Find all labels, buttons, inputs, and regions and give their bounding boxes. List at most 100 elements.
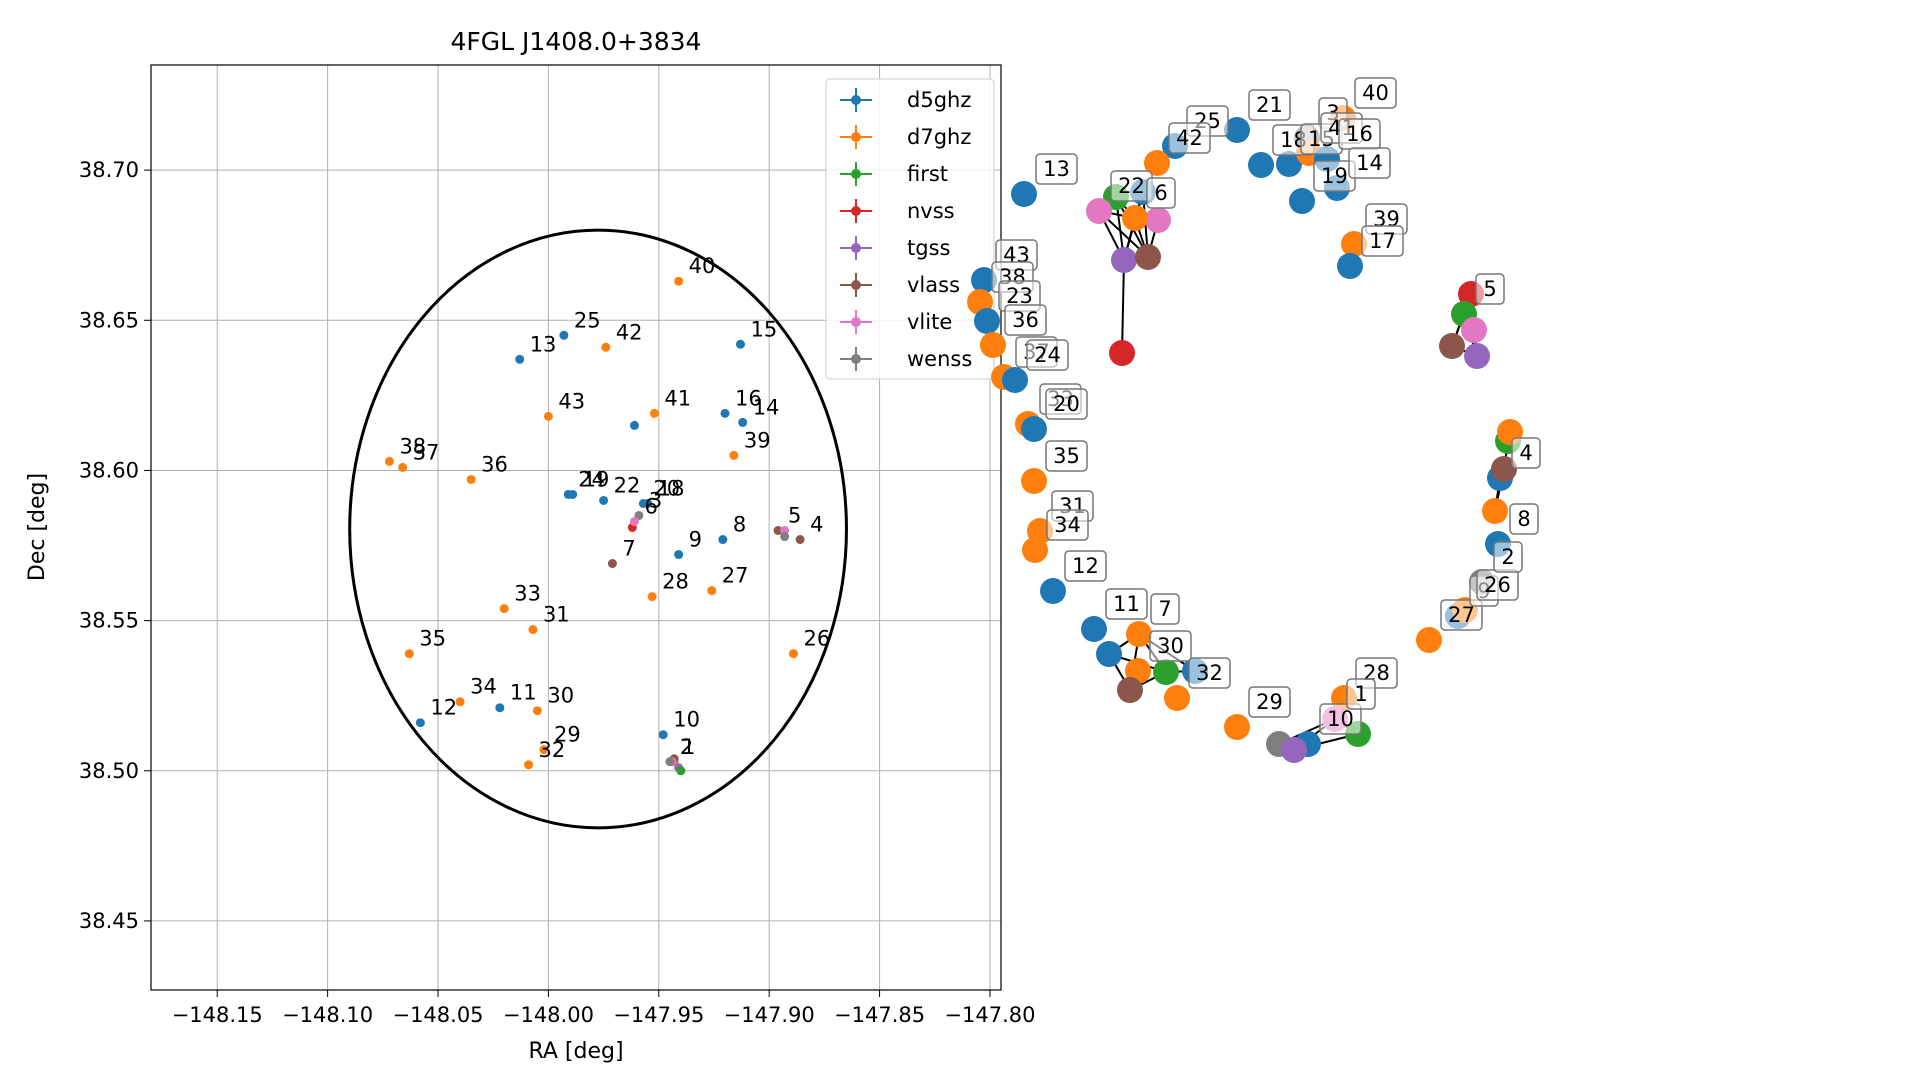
point-label: 29 bbox=[554, 723, 581, 747]
node-label: 30 bbox=[1157, 634, 1184, 658]
data-point-first bbox=[676, 766, 686, 776]
x-tick-label: −147.95 bbox=[613, 1003, 704, 1027]
node-label: 13 bbox=[1043, 157, 1070, 181]
data-point-d5ghz bbox=[559, 330, 569, 340]
node-label-frame bbox=[1046, 509, 1089, 541]
point-label: 43 bbox=[558, 389, 585, 413]
node-label-box: 6 bbox=[1146, 177, 1176, 209]
node-label-box: 2 bbox=[1493, 541, 1523, 573]
node-label: 20 bbox=[1053, 392, 1080, 416]
node-label: 8 bbox=[1517, 507, 1530, 531]
x-tick-label: −148.00 bbox=[503, 1003, 594, 1027]
data-point-d7ghz bbox=[729, 450, 739, 460]
data-point-d5ghz bbox=[735, 339, 745, 349]
node-label: 40 bbox=[1362, 81, 1389, 105]
node-label-frame bbox=[1348, 147, 1391, 179]
point-label: 10 bbox=[673, 708, 700, 732]
legend-marker-dot bbox=[851, 354, 861, 364]
network-node-nvss bbox=[1109, 340, 1135, 366]
network-node-vlite bbox=[1145, 207, 1171, 233]
x-tick-label: −147.80 bbox=[944, 1003, 1035, 1027]
node-label-box: 42 bbox=[1168, 122, 1211, 154]
point-label: 30 bbox=[547, 684, 574, 708]
data-point-d7ghz bbox=[707, 586, 717, 596]
network-node-d5ghz bbox=[1248, 152, 1274, 178]
point-label: 32 bbox=[539, 738, 566, 762]
node-label: 4 bbox=[1519, 441, 1532, 465]
legend-marker-dot bbox=[851, 243, 861, 253]
network-node-first bbox=[1153, 659, 1179, 685]
legend-box bbox=[825, 78, 995, 380]
node-label: 32 bbox=[1196, 661, 1223, 685]
data-point-vlite bbox=[630, 516, 640, 526]
node-label: 2 bbox=[1501, 545, 1514, 569]
axes-frame bbox=[150, 64, 1002, 991]
network-node-d5ghz bbox=[1011, 181, 1037, 207]
legend-marker-dot bbox=[851, 280, 861, 290]
node-label: 1 bbox=[1354, 682, 1367, 706]
network-node-vlass bbox=[1135, 244, 1161, 270]
data-point-d7ghz bbox=[647, 592, 657, 602]
node-label-frame bbox=[1511, 437, 1541, 469]
point-label: 40 bbox=[689, 254, 716, 278]
node-labels-layer: 4021318152542411619143917134338233637243… bbox=[991, 77, 1541, 735]
network-node-d7ghz bbox=[1122, 205, 1148, 231]
data-point-d7ghz bbox=[499, 604, 509, 614]
data-point-d5ghz bbox=[738, 417, 748, 427]
x-tick-label: −148.05 bbox=[392, 1003, 483, 1027]
point-label: 37 bbox=[413, 440, 440, 464]
node-label: 34 bbox=[1054, 513, 1081, 537]
point-label: 4 bbox=[810, 513, 823, 537]
data-point-d5ghz bbox=[415, 718, 425, 728]
legend-entry: vlite bbox=[907, 310, 952, 334]
node-label-box: 7 bbox=[1150, 593, 1180, 625]
node-label: 10 bbox=[1327, 707, 1354, 731]
legend-entry: nvss bbox=[907, 199, 955, 223]
node-label-frame bbox=[1319, 703, 1362, 735]
node-label-frame bbox=[1475, 273, 1505, 305]
network-node-d7ghz bbox=[1482, 498, 1508, 524]
point-label: 28 bbox=[662, 570, 689, 594]
data-point-d5ghz bbox=[515, 354, 525, 364]
point-label: 5 bbox=[788, 504, 801, 528]
node-label-frame bbox=[1064, 550, 1107, 582]
data-point-d7ghz bbox=[404, 649, 414, 659]
network-node-d5ghz bbox=[1276, 151, 1302, 177]
uncertainty-ellipse bbox=[348, 228, 848, 830]
node-label-box: 22 bbox=[1110, 170, 1153, 202]
data-point-vlass bbox=[773, 526, 783, 536]
network-node-d7ghz bbox=[1021, 468, 1047, 494]
network-node-d5ghz bbox=[971, 267, 997, 293]
x-tick-label: −148.10 bbox=[282, 1003, 373, 1027]
data-point-d5ghz bbox=[568, 489, 578, 499]
node-label: 35 bbox=[1053, 444, 1080, 468]
network-node-tgss bbox=[1464, 343, 1490, 369]
network-node-vlass bbox=[1439, 333, 1465, 359]
data-point-d7ghz bbox=[455, 697, 465, 707]
data-point-d5ghz bbox=[674, 550, 684, 560]
network-node-d7ghz bbox=[1022, 537, 1048, 563]
data-point-d5ghz bbox=[718, 535, 728, 545]
data-point-d5ghz bbox=[658, 730, 668, 740]
network-node-d5ghz bbox=[1289, 188, 1315, 214]
data-point-d7ghz bbox=[788, 649, 798, 659]
node-label-frame bbox=[1188, 657, 1231, 689]
point-label: 33 bbox=[514, 582, 541, 606]
data-point-d7ghz bbox=[543, 411, 553, 421]
node-label-box: 17 bbox=[1361, 225, 1404, 257]
data-point-d7ghz bbox=[674, 276, 684, 286]
nodes-layer bbox=[967, 105, 1523, 763]
point-label: 26 bbox=[803, 627, 830, 651]
data-point-d5ghz bbox=[630, 420, 640, 430]
node-label-box: 21 bbox=[1248, 89, 1291, 121]
point-label: 7 bbox=[622, 537, 635, 561]
node-label-box: 34 bbox=[1046, 509, 1089, 541]
network-node-vlite bbox=[1461, 317, 1487, 343]
node-label: 26 bbox=[1484, 573, 1511, 597]
network-node-vlass bbox=[1491, 456, 1517, 482]
node-label-frame bbox=[1105, 588, 1148, 620]
network-node-d5ghz bbox=[1081, 616, 1107, 642]
network-node-d7ghz bbox=[1224, 714, 1250, 740]
y-tick-label: 38.70 bbox=[79, 158, 139, 182]
node-label-box: 12 bbox=[1064, 550, 1107, 582]
